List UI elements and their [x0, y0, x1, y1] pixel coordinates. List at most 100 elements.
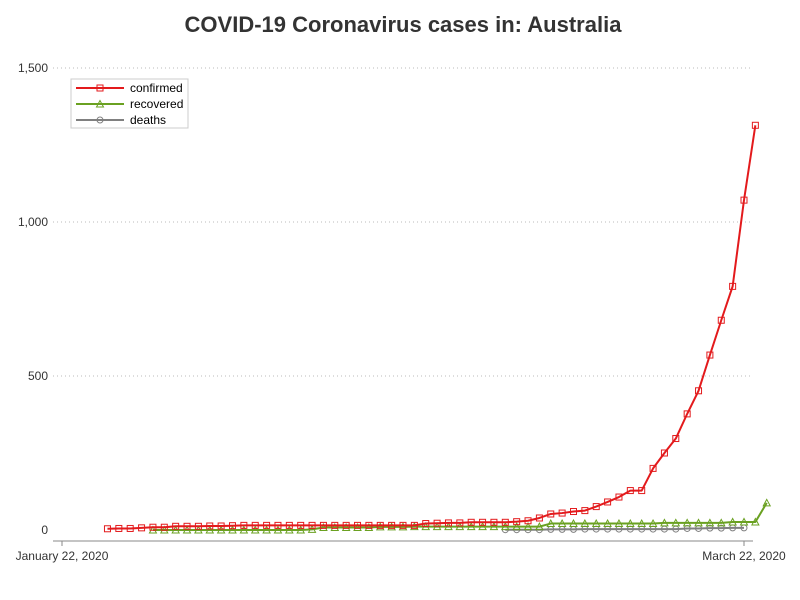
recovered-point	[341, 522, 351, 532]
confirmed-point	[490, 518, 498, 526]
deaths-point	[717, 524, 725, 532]
confirmed-point	[354, 521, 362, 529]
confirmed-point	[501, 518, 509, 526]
recovered-point	[557, 518, 567, 528]
confirmed-point	[274, 521, 282, 529]
series-confirmed	[103, 121, 759, 533]
confirmed-point	[149, 523, 157, 531]
confirmed-point	[751, 121, 759, 129]
confirmed-point	[251, 521, 259, 529]
recovered-point	[364, 522, 374, 532]
confirmed-line	[107, 125, 757, 530]
recovered-point	[466, 522, 476, 531]
confirmed-point	[399, 521, 407, 529]
confirmed-point	[626, 487, 634, 495]
confirmed-point	[638, 487, 646, 495]
confirmed-point	[376, 521, 384, 529]
legend-label-confirmed: confirmed	[130, 81, 183, 95]
confirmed-point	[672, 435, 680, 443]
recovered-point	[216, 525, 226, 534]
recovered-point	[205, 525, 215, 534]
confirmed-point	[240, 521, 248, 529]
recovered-point	[353, 522, 362, 532]
recovered-point	[478, 522, 487, 531]
confirmed-point	[365, 521, 373, 529]
confirmed-point	[467, 518, 475, 526]
deaths-point	[706, 524, 714, 532]
recovered-point	[398, 522, 408, 531]
confirmed-point	[513, 518, 521, 526]
recovered-point	[591, 518, 601, 528]
confirmed-point	[229, 522, 236, 530]
confirmed-point	[479, 518, 487, 526]
confirmed-point	[649, 464, 657, 472]
legend-marker-deaths	[96, 116, 104, 124]
recovered-point	[330, 522, 340, 532]
recovered-point	[614, 518, 624, 528]
deaths-line	[505, 526, 744, 531]
y-tick-label: 1,500	[18, 61, 48, 75]
recovered-point	[716, 518, 726, 527]
confirmed-point	[547, 510, 555, 518]
confirmed-point	[615, 493, 623, 501]
confirmed-point	[410, 521, 418, 529]
y-tick-label: 500	[28, 369, 48, 383]
recovered-point	[762, 498, 772, 507]
x-tick-label: January 22, 2020	[16, 549, 109, 563]
legend-label-recovered: recovered	[130, 97, 183, 111]
confirmed-point	[706, 351, 714, 359]
confirmed-point	[433, 519, 441, 527]
recovered-point	[739, 517, 749, 526]
confirmed-point	[660, 449, 668, 457]
confirmed-point	[297, 521, 305, 529]
confirmed-point	[172, 522, 180, 530]
recovered-point	[569, 518, 578, 528]
recovered-point	[705, 518, 715, 527]
confirmed-point	[558, 509, 566, 517]
recovered-point	[523, 522, 533, 531]
legend-label-deaths: deaths	[130, 113, 166, 127]
confirmed-point	[217, 522, 225, 530]
confirmed-point	[206, 522, 214, 530]
chart-title: COVID-19 Coronavirus cases in: Australia	[185, 12, 623, 37]
recovered-point	[228, 525, 237, 534]
confirmed-point	[729, 282, 737, 290]
recovered-point	[273, 525, 283, 534]
confirmed-point	[570, 508, 577, 516]
confirmed-point	[331, 521, 339, 529]
recovered-point	[660, 518, 669, 527]
confirmed-point	[263, 521, 271, 529]
recovered-point	[625, 518, 635, 528]
confirmed-point	[308, 521, 316, 529]
confirmed-point	[138, 524, 146, 532]
confirmed-point	[444, 519, 452, 527]
confirmed-point	[388, 521, 396, 529]
recovered-point	[500, 522, 510, 531]
confirmed-point	[422, 520, 430, 528]
x-axis-ticks: January 22, 2020 March 22, 2020	[16, 541, 786, 563]
recovered-point	[637, 518, 647, 528]
recovered-point	[262, 525, 271, 534]
confirmed-point	[115, 524, 123, 532]
legend[interactable]: confirmed recovered deaths	[70, 78, 189, 129]
series-group	[103, 121, 772, 534]
recovered-line	[152, 502, 768, 531]
confirmed-point	[160, 523, 168, 531]
recovered-point	[648, 518, 658, 528]
confirmed-point	[103, 525, 111, 533]
gridlines	[53, 67, 753, 377]
recovered-point	[751, 517, 760, 526]
confirmed-point	[285, 521, 293, 529]
confirmed-point	[342, 521, 350, 529]
confirmed-point	[740, 196, 748, 204]
legend-marker-confirmed	[96, 84, 104, 92]
confirmed-point	[592, 503, 600, 511]
recovered-point	[546, 518, 556, 528]
confirmed-point	[126, 524, 134, 532]
confirmed-point	[604, 498, 612, 506]
confirmed-point	[535, 514, 543, 522]
recovered-point	[682, 518, 692, 527]
recovered-point	[728, 517, 737, 526]
confirmed-point	[319, 521, 327, 529]
